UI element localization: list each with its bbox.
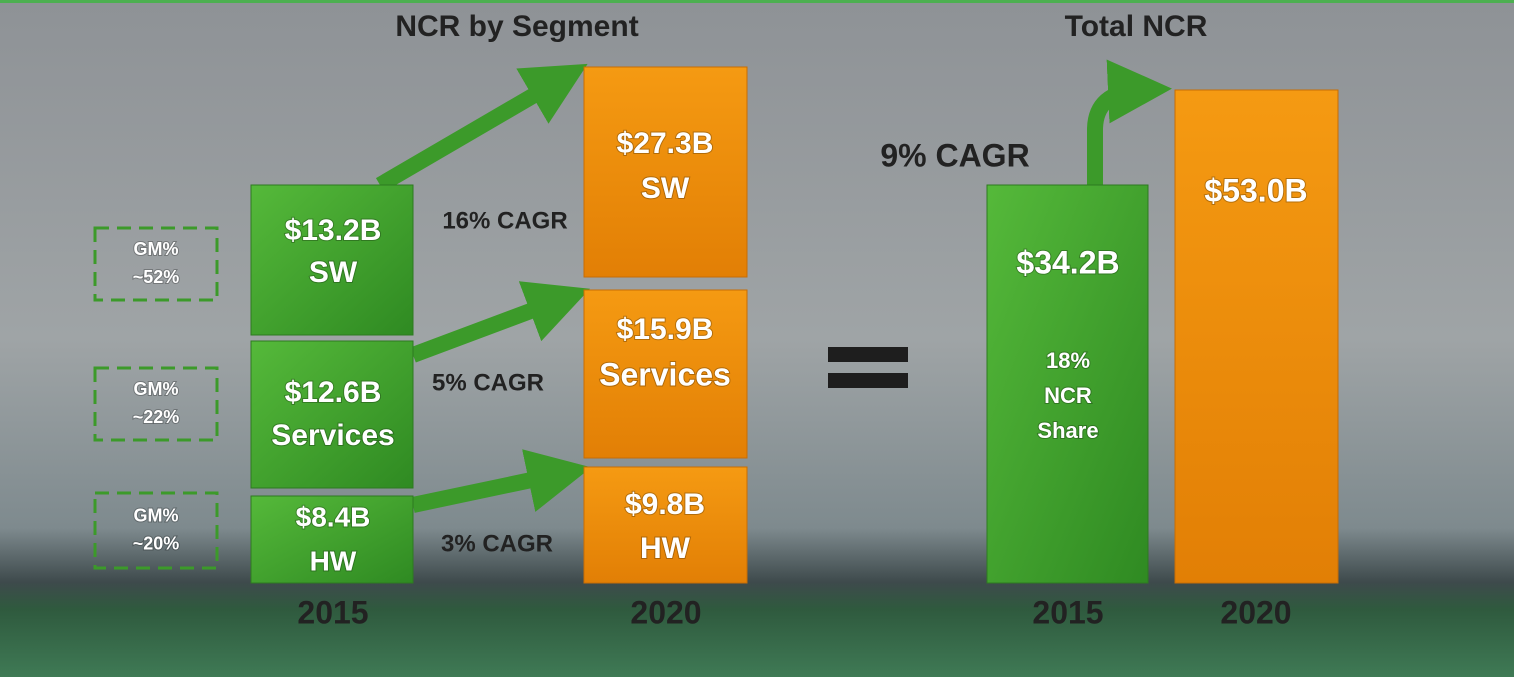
bar-2020 xyxy=(584,467,747,583)
total-cagr: 9% CAGR xyxy=(880,137,1029,173)
bar-2015 xyxy=(251,341,413,488)
bar-value: $53.0B xyxy=(1204,172,1307,208)
share-label: 18% xyxy=(1046,348,1090,373)
bar-value: $12.6B xyxy=(285,376,382,409)
share-label: Share xyxy=(1037,418,1098,443)
bar-value: $9.8B xyxy=(625,488,705,521)
year-label: 2015 xyxy=(297,594,368,630)
bar-value: $8.4B xyxy=(296,501,371,532)
gross-margin-label: GM% xyxy=(134,505,179,525)
top-rule xyxy=(0,0,1514,3)
gross-margin-label: GM% xyxy=(134,379,179,399)
bar-value: $13.2B xyxy=(285,214,382,247)
total-bar-2020 xyxy=(1175,90,1338,583)
year-label: 2020 xyxy=(630,594,701,630)
bar-value: $15.9B xyxy=(617,313,714,346)
bar-label: HW xyxy=(640,532,691,565)
segment-title: NCR by Segment xyxy=(395,10,638,43)
total-title: Total NCR xyxy=(1065,10,1208,43)
gross-margin-value: ~20% xyxy=(133,533,180,553)
cagr-label: 5% CAGR xyxy=(432,369,544,396)
gross-margin-label: GM% xyxy=(134,239,179,259)
gross-margin-value: ~22% xyxy=(133,407,180,427)
page: NCR by Segment Total NCR GM% ~52% $13.2B SW $2… xyxy=(0,0,1514,677)
bar-label: Services xyxy=(599,356,731,392)
share-label: NCR xyxy=(1044,383,1092,408)
cagr-label: 3% CAGR xyxy=(441,530,553,557)
year-label: 2015 xyxy=(1032,594,1103,630)
gross-margin-value: ~52% xyxy=(133,267,180,287)
bar-label: SW xyxy=(309,256,358,289)
cagr-label: 16% CAGR xyxy=(442,207,567,234)
bar-label: HW xyxy=(310,545,357,576)
slide: NCR by Segment Total NCR GM% ~52% $13.2B SW $2… xyxy=(0,0,1514,677)
bar-label: Services xyxy=(271,419,394,452)
bar-value: $27.3B xyxy=(617,127,714,160)
bar-value: $34.2B xyxy=(1016,244,1119,280)
bar-label: SW xyxy=(641,172,690,205)
year-label: 2020 xyxy=(1220,594,1291,630)
